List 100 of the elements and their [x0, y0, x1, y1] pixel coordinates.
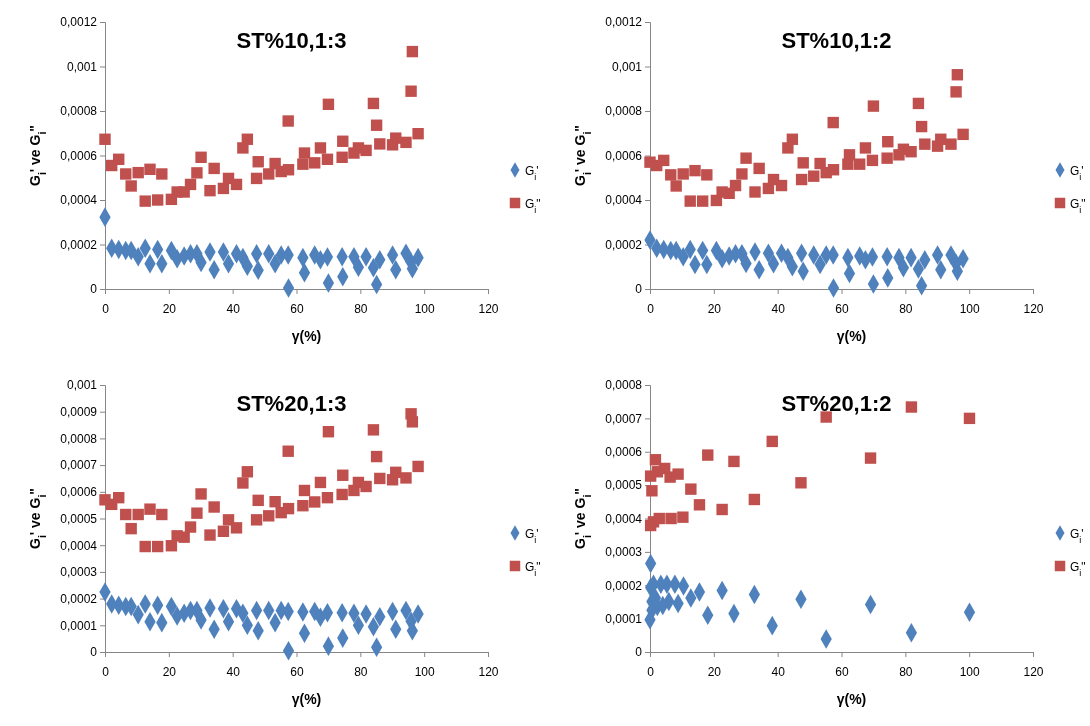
x-tick-label: 80: [354, 301, 368, 316]
point: [298, 147, 311, 159]
point: [412, 460, 424, 473]
x-tick-label: 60: [290, 301, 304, 316]
point: [827, 116, 839, 129]
point: [191, 167, 203, 179]
point: [204, 529, 216, 541]
point: [795, 173, 808, 186]
point: [370, 119, 383, 131]
x-tick-label: 80: [899, 301, 913, 316]
point: [125, 522, 137, 535]
point: [749, 186, 761, 198]
x-tick-label: 60: [835, 301, 849, 316]
point: [314, 476, 327, 489]
point: [367, 424, 380, 436]
y-tick-label: 0,0004: [60, 538, 98, 553]
legend-label: G$_{i}$': [525, 527, 539, 545]
point: [945, 138, 957, 150]
point: [151, 194, 164, 206]
point: [241, 466, 254, 478]
point: [766, 435, 778, 448]
legend-label: G$_{i}$': [1070, 164, 1084, 182]
point: [684, 195, 696, 207]
point: [853, 158, 866, 170]
point: [113, 153, 125, 165]
point: [412, 127, 424, 140]
y-tick-label: 0,0006: [60, 148, 98, 163]
point: [336, 151, 348, 163]
point: [653, 512, 665, 525]
point: [151, 540, 164, 553]
x-tick-label: 80: [354, 664, 368, 679]
y-tick-label: 0,0008: [60, 431, 98, 446]
point: [156, 168, 168, 180]
y-tick-label: 0,0005: [60, 511, 98, 526]
y-tick-label: 0: [90, 645, 98, 660]
point: [314, 142, 327, 154]
point: [321, 491, 334, 504]
x-tick-label: 20: [707, 664, 722, 679]
point: [367, 97, 380, 110]
y-tick-label: 0,0008: [605, 104, 643, 119]
y-tick-label: 0,0002: [605, 578, 643, 593]
point: [677, 168, 689, 180]
point: [337, 469, 349, 481]
x-tick-label: 120: [478, 664, 499, 679]
point: [282, 164, 295, 176]
point: [406, 45, 419, 58]
legend-label: G$_{i}$': [525, 164, 539, 182]
point: [322, 426, 335, 438]
point: [252, 156, 264, 168]
x-tick-label: 20: [162, 664, 177, 679]
y-tick-label: 0,0003: [60, 565, 98, 580]
x-tick-label: 0: [102, 301, 110, 316]
point: [702, 449, 714, 461]
x-tick-label: 80: [899, 664, 913, 679]
point: [866, 154, 879, 167]
point: [374, 138, 386, 150]
point: [222, 514, 235, 526]
y-tick-label: 0,0007: [60, 458, 98, 473]
point: [701, 169, 713, 181]
y-tick-label: 0: [635, 282, 643, 297]
point: [963, 412, 976, 425]
point: [728, 455, 740, 468]
point: [658, 154, 670, 167]
point: [748, 493, 761, 506]
point: [241, 133, 254, 145]
point: [374, 472, 386, 485]
point: [99, 133, 111, 145]
y-tick-label: 0,0008: [605, 378, 643, 393]
x-axis-title: γ(%): [836, 691, 867, 707]
point: [144, 163, 156, 175]
legend-label: G$_{i}$": [525, 560, 541, 578]
point: [144, 503, 156, 515]
point: [740, 152, 752, 164]
point: [120, 508, 132, 521]
point: [864, 452, 877, 464]
point: [282, 115, 294, 127]
y-tick-label: 0,001: [611, 59, 643, 74]
legend-label: G$_{i}$": [525, 197, 541, 215]
x-tick-label: 120: [1023, 301, 1044, 316]
point: [753, 162, 765, 175]
point: [125, 180, 137, 192]
point: [696, 195, 709, 207]
x-tick-label: 100: [959, 664, 980, 679]
point: [360, 480, 372, 493]
point: [282, 445, 294, 457]
point: [716, 503, 728, 516]
point: [191, 507, 203, 519]
point: [677, 511, 689, 523]
point: [132, 508, 144, 521]
point: [919, 138, 931, 150]
x-tick-label: 0: [647, 301, 655, 316]
point: [337, 135, 349, 147]
y-tick-label: 0,0002: [605, 237, 643, 252]
point: [827, 164, 840, 176]
point: [230, 522, 243, 534]
point: [370, 450, 383, 463]
point: [298, 484, 311, 497]
point: [957, 128, 969, 141]
point: [689, 164, 701, 177]
point: [208, 162, 220, 175]
